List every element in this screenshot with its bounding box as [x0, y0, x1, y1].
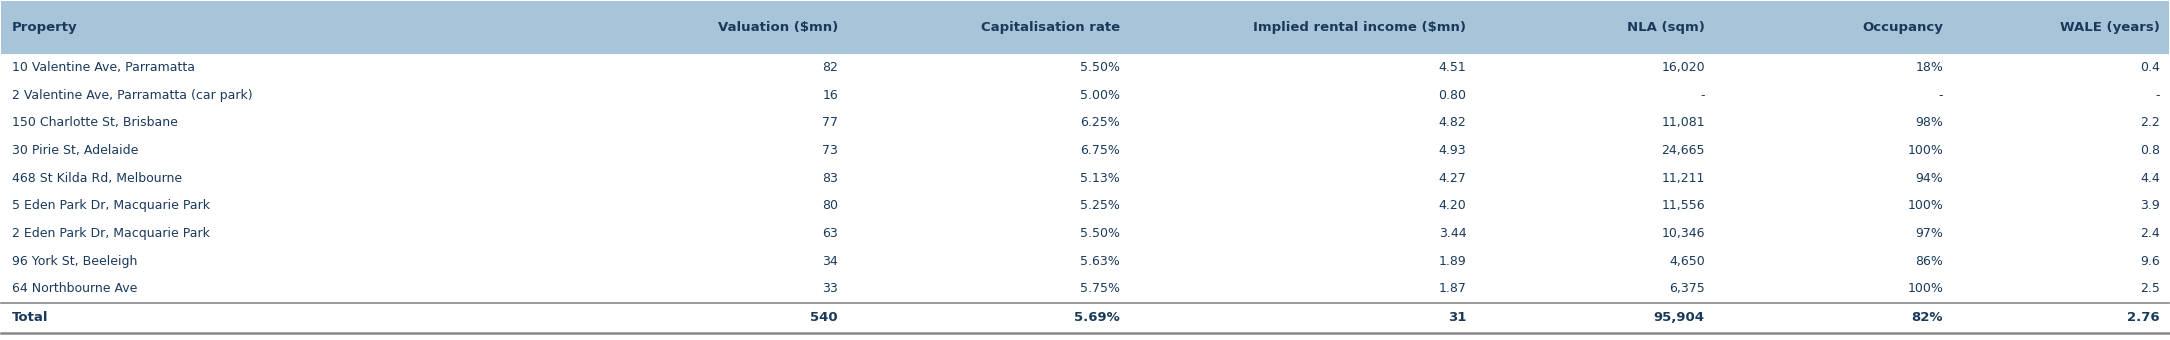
Text: Total: Total: [13, 311, 48, 324]
Text: 4.82: 4.82: [1439, 116, 1467, 129]
Text: 2.76: 2.76: [2127, 311, 2159, 324]
Text: -: -: [1701, 89, 1706, 102]
Text: 73: 73: [822, 144, 838, 157]
Text: 34: 34: [822, 255, 838, 268]
Text: 5 Eden Park Dr, Macquarie Park: 5 Eden Park Dr, Macquarie Park: [13, 199, 210, 212]
Text: 2.5: 2.5: [2140, 282, 2159, 295]
Text: 3.9: 3.9: [2140, 199, 2159, 212]
Text: 11,211: 11,211: [1662, 172, 1706, 185]
Text: 77: 77: [822, 116, 838, 129]
Text: 100%: 100%: [1907, 282, 1942, 295]
Text: 4.4: 4.4: [2140, 172, 2159, 185]
Text: 33: 33: [822, 282, 838, 295]
Text: 4.20: 4.20: [1439, 199, 1467, 212]
Text: WALE (years): WALE (years): [2059, 21, 2159, 34]
Text: 5.63%: 5.63%: [1081, 255, 1120, 268]
Text: 4.27: 4.27: [1439, 172, 1467, 185]
Text: 3.44: 3.44: [1439, 227, 1467, 240]
Text: 0.8: 0.8: [2140, 144, 2159, 157]
Text: Capitalisation rate: Capitalisation rate: [981, 21, 1120, 34]
Text: 64 Northbourne Ave: 64 Northbourne Ave: [13, 282, 137, 295]
Text: Property: Property: [13, 21, 78, 34]
Text: 1.87: 1.87: [1439, 282, 1467, 295]
Text: 63: 63: [822, 227, 838, 240]
Text: 2.2: 2.2: [2140, 116, 2159, 129]
Text: Valuation ($mn): Valuation ($mn): [718, 21, 838, 34]
FancyBboxPatch shape: [2, 1, 2168, 54]
Text: 540: 540: [809, 311, 838, 324]
Text: 18%: 18%: [1916, 61, 1942, 74]
Text: 4,650: 4,650: [1669, 255, 1706, 268]
Text: 16,020: 16,020: [1662, 61, 1706, 74]
Text: 31: 31: [1447, 311, 1467, 324]
Text: 97%: 97%: [1916, 227, 1942, 240]
Text: 96 York St, Beeleigh: 96 York St, Beeleigh: [13, 255, 137, 268]
Text: 4.93: 4.93: [1439, 144, 1467, 157]
Text: 150 Charlotte St, Brisbane: 150 Charlotte St, Brisbane: [13, 116, 178, 129]
Text: 98%: 98%: [1916, 116, 1942, 129]
Text: 5.00%: 5.00%: [1081, 89, 1120, 102]
Text: -: -: [1938, 89, 1942, 102]
Text: 100%: 100%: [1907, 144, 1942, 157]
Text: 30 Pirie St, Adelaide: 30 Pirie St, Adelaide: [13, 144, 139, 157]
Text: 5.13%: 5.13%: [1081, 172, 1120, 185]
Text: 5.25%: 5.25%: [1081, 199, 1120, 212]
Text: 11,081: 11,081: [1662, 116, 1706, 129]
Text: 5.75%: 5.75%: [1081, 282, 1120, 295]
Text: 5.50%: 5.50%: [1081, 61, 1120, 74]
Text: 10 Valentine Ave, Parramatta: 10 Valentine Ave, Parramatta: [13, 61, 195, 74]
Text: 0.4: 0.4: [2140, 61, 2159, 74]
Text: 6,375: 6,375: [1669, 282, 1706, 295]
Text: 16: 16: [822, 89, 838, 102]
Text: 80: 80: [822, 199, 838, 212]
Text: 86%: 86%: [1916, 255, 1942, 268]
Text: 6.25%: 6.25%: [1081, 116, 1120, 129]
Text: 94%: 94%: [1916, 172, 1942, 185]
Text: 5.50%: 5.50%: [1081, 227, 1120, 240]
Text: 2 Eden Park Dr, Macquarie Park: 2 Eden Park Dr, Macquarie Park: [13, 227, 210, 240]
Text: 6.75%: 6.75%: [1081, 144, 1120, 157]
Text: 9.6: 9.6: [2140, 255, 2159, 268]
Text: 100%: 100%: [1907, 199, 1942, 212]
Text: 11,556: 11,556: [1662, 199, 1706, 212]
Text: 82: 82: [822, 61, 838, 74]
Text: -: -: [2155, 89, 2159, 102]
Text: Implied rental income ($mn): Implied rental income ($mn): [1254, 21, 1467, 34]
Text: 2 Valentine Ave, Parramatta (car park): 2 Valentine Ave, Parramatta (car park): [13, 89, 254, 102]
Text: 468 St Kilda Rd, Melbourne: 468 St Kilda Rd, Melbourne: [13, 172, 182, 185]
Text: Occupancy: Occupancy: [1862, 21, 1942, 34]
Text: 5.69%: 5.69%: [1074, 311, 1120, 324]
Text: 83: 83: [822, 172, 838, 185]
Text: 82%: 82%: [1912, 311, 1942, 324]
Text: 10,346: 10,346: [1662, 227, 1706, 240]
Text: 95,904: 95,904: [1654, 311, 1706, 324]
Text: 2.4: 2.4: [2140, 227, 2159, 240]
Text: 1.89: 1.89: [1439, 255, 1467, 268]
Text: 24,665: 24,665: [1662, 144, 1706, 157]
Text: NLA (sqm): NLA (sqm): [1628, 21, 1706, 34]
Text: 0.80: 0.80: [1439, 89, 1467, 102]
Text: 4.51: 4.51: [1439, 61, 1467, 74]
